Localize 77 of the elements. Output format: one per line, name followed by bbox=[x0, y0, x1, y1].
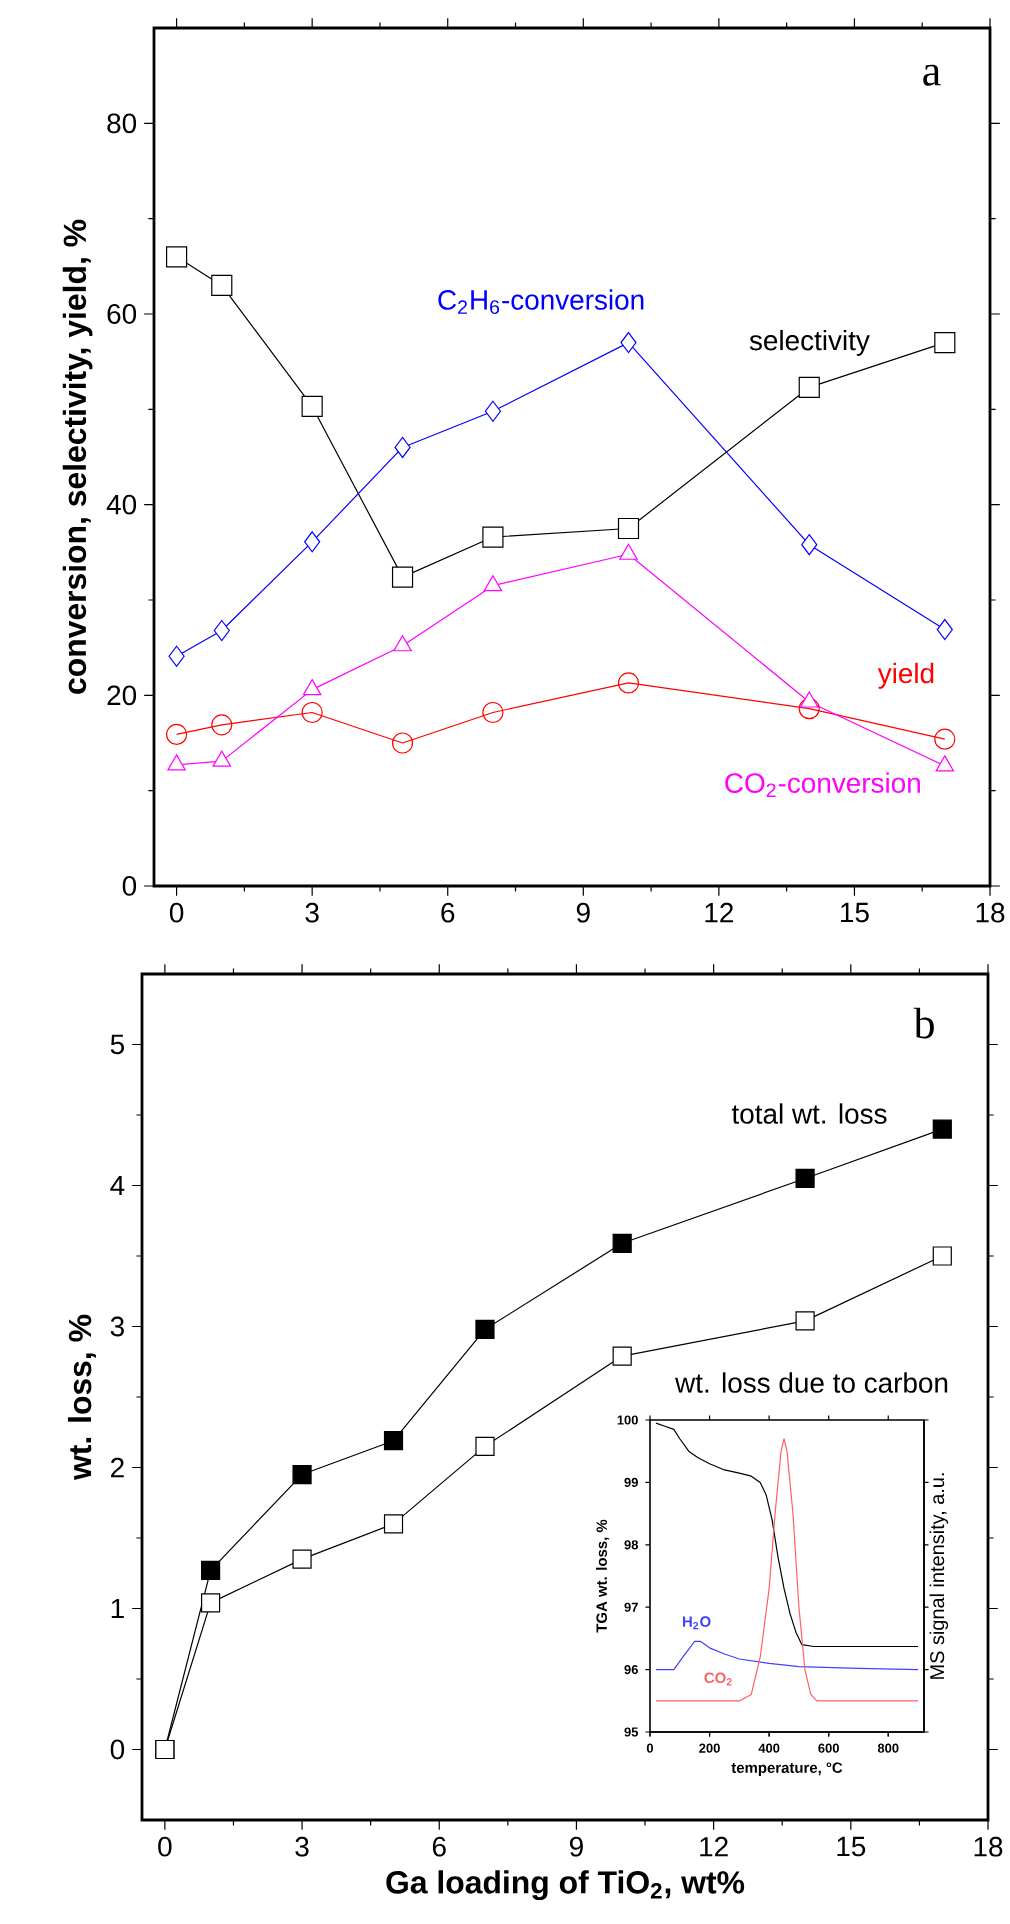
point bbox=[168, 645, 185, 667]
point bbox=[165, 246, 188, 268]
point bbox=[612, 1233, 632, 1253]
point bbox=[482, 701, 504, 724]
x-tick-label: 15 bbox=[837, 1836, 866, 1857]
point bbox=[619, 543, 638, 560]
point bbox=[292, 1464, 312, 1485]
point bbox=[475, 1319, 495, 1339]
series-label: selectivity bbox=[749, 329, 870, 356]
point bbox=[200, 1560, 221, 1581]
series-label: CO$_{2}$-conversion bbox=[725, 772, 920, 798]
point bbox=[165, 723, 188, 746]
x-axis-title: Ga loading of TiO$_{2}$, wt% bbox=[386, 1870, 745, 1901]
point bbox=[301, 701, 323, 724]
y-axis-title: conversion, selectivity, yield, % bbox=[62, 219, 93, 694]
point bbox=[304, 531, 321, 553]
legend-label: wt. loss due to carbon bbox=[675, 1372, 948, 1393]
x-tick-label: 9 bbox=[569, 1836, 583, 1857]
x-tick-label: 18 bbox=[974, 1836, 1003, 1857]
point bbox=[801, 534, 818, 556]
point bbox=[935, 755, 955, 772]
point bbox=[936, 618, 953, 641]
point bbox=[799, 691, 819, 708]
y-tick-label: 2 bbox=[111, 1457, 124, 1478]
point bbox=[620, 332, 637, 354]
point bbox=[798, 698, 820, 720]
series-label: yield bbox=[877, 662, 934, 689]
point bbox=[934, 332, 956, 354]
y-tick-label: 1 bbox=[111, 1598, 124, 1619]
point bbox=[394, 436, 411, 459]
text: a bbox=[923, 64, 941, 86]
y-tick-label: 80 bbox=[107, 113, 137, 134]
x-tick-label: 6 bbox=[441, 902, 455, 923]
x-tick-label: 0 bbox=[158, 1836, 172, 1857]
y-tick-label: 20 bbox=[107, 685, 137, 706]
point bbox=[932, 1119, 952, 1139]
point bbox=[383, 1431, 404, 1451]
x-tick-label: 12 bbox=[705, 902, 733, 923]
y-axis-title: wt. loss, % bbox=[67, 1314, 96, 1481]
point bbox=[617, 517, 640, 540]
point bbox=[213, 619, 230, 642]
point bbox=[302, 679, 322, 696]
x-tick-label: 18 bbox=[976, 902, 1005, 923]
point bbox=[482, 526, 504, 548]
series-label: C$_{2}$H$_{6}$-conversion bbox=[438, 289, 644, 315]
point bbox=[795, 1168, 815, 1189]
x-tick-label: 3 bbox=[305, 902, 319, 923]
point bbox=[798, 376, 820, 399]
y-tick-label: 0 bbox=[122, 876, 137, 896]
point bbox=[383, 1514, 404, 1534]
point bbox=[211, 274, 233, 296]
point bbox=[200, 1593, 221, 1613]
x-tick-label: 6 bbox=[432, 1836, 446, 1857]
y-tick-label: 5 bbox=[110, 1034, 124, 1055]
y-tick-label: 3 bbox=[110, 1316, 124, 1337]
point bbox=[301, 395, 323, 418]
x-tick-label: 9 bbox=[576, 902, 590, 923]
y-tick-label: 60 bbox=[107, 304, 137, 324]
point bbox=[391, 566, 414, 588]
y-tick-label: 4 bbox=[110, 1175, 125, 1196]
y-tick-label: 40 bbox=[106, 494, 137, 515]
text: b bbox=[913, 1007, 934, 1039]
point bbox=[211, 714, 233, 736]
point bbox=[212, 750, 232, 767]
x-tick-label: 15 bbox=[841, 902, 869, 923]
x-tick-label: 3 bbox=[295, 1836, 309, 1857]
point bbox=[167, 754, 186, 771]
point bbox=[391, 732, 414, 754]
y-axis-title: MS signal intensity, a.u. bbox=[929, 1473, 949, 1679]
point bbox=[617, 672, 640, 694]
point bbox=[934, 728, 956, 750]
point bbox=[483, 575, 503, 592]
series-label: total wt. loss bbox=[731, 1103, 887, 1124]
x-tick-label: 0 bbox=[169, 902, 184, 923]
point bbox=[484, 400, 502, 422]
x-tick-label: 12 bbox=[700, 1836, 728, 1857]
point bbox=[393, 635, 412, 652]
